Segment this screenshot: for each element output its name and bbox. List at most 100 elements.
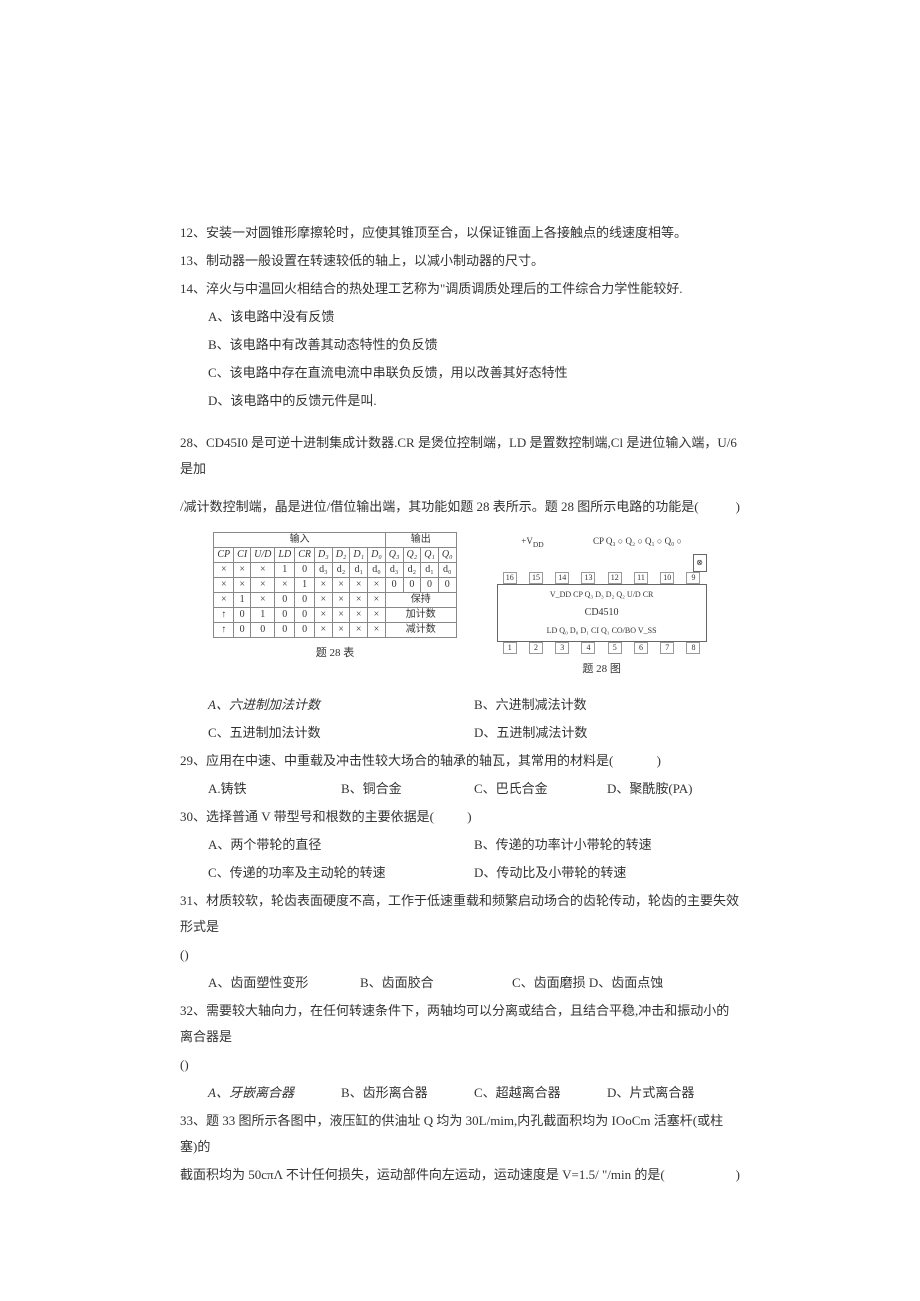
r2c1: 1 <box>234 593 251 608</box>
r1c8: × <box>368 578 386 593</box>
q28-circuit: +VDD CP Q₃ ○ Q₂ ○ Q₁ ○ Q₀ ○ ⊗ 16 15 14 1… <box>497 532 707 680</box>
r1c12: 0 <box>438 578 456 593</box>
r2c8: × <box>368 593 386 608</box>
r4c0: ↑ <box>214 623 234 638</box>
r3c7: × <box>350 608 368 623</box>
q30-opt-d: D、传动比及小带轮的转速 <box>474 860 740 886</box>
q31-text: 31、材质较软，轮齿表面硬度不高，工作于低速重载和频繁启动场合的齿轮传动，轮齿的… <box>180 888 740 940</box>
q30-text: 30、选择普通 V 带型号和根数的主要依据是( ) <box>180 804 740 830</box>
r2c9: 保持 <box>385 593 456 608</box>
r4c6: × <box>332 623 350 638</box>
col-d3: D₃ <box>314 548 332 563</box>
q30-opt-c: C、传递的功率及主动轮的转速 <box>208 860 474 886</box>
chip-box: V_DD CP Q₃ D₃ D₂ Q₂ U/D CR CD4510 LD Q₀ … <box>497 584 707 642</box>
q28-table-wrapper: 输入 输出 CP CI U/D LD CR D₃ D₂ D₁ D₀ Q₃ Q₂ … <box>213 532 456 680</box>
r0c10: d₂ <box>403 563 421 578</box>
r4c2: 0 <box>251 623 275 638</box>
bot-pins: 1 2 3 4 5 6 7 8 <box>497 642 707 654</box>
r1c2: × <box>251 578 275 593</box>
r4c5: × <box>314 623 332 638</box>
q31-cont: () <box>180 942 740 968</box>
col-ud: U/D <box>251 548 275 563</box>
r1c9: 0 <box>385 578 403 593</box>
r1c7: × <box>350 578 368 593</box>
r4c4: 0 <box>295 623 315 638</box>
pin6: 6 <box>634 642 648 654</box>
r0c1: × <box>234 563 251 578</box>
r2c3: 0 <box>275 593 295 608</box>
q30-paren: ) <box>467 809 471 824</box>
col-cr: CR <box>295 548 315 563</box>
r0c2: × <box>251 563 275 578</box>
q30-opt-a: A、两个带轮的直径 <box>208 832 474 858</box>
r0c9: d₃ <box>385 563 403 578</box>
q28-opt-c: C、五进制加法计数 <box>208 720 474 746</box>
r3c3: 0 <box>275 608 295 623</box>
r2c7: × <box>350 593 368 608</box>
r0c12: d₀ <box>438 563 456 578</box>
r3c4: 0 <box>295 608 315 623</box>
q28-opt-d: D、五进制减法计数 <box>474 720 740 746</box>
pin14: 14 <box>555 572 569 584</box>
r3c9: 加计数 <box>385 608 456 623</box>
pin7: 7 <box>660 642 674 654</box>
r1c1: × <box>234 578 251 593</box>
q13-text: 13、制动器一般设置在转速较低的轴上，以减小制动器的尺寸。 <box>180 248 740 274</box>
q29-opt-c: C、巴氏合金 <box>474 776 607 802</box>
r0c0: × <box>214 563 234 578</box>
pin5: 5 <box>608 642 622 654</box>
q29-text-span: 29、应用在中速、中重载及冲击性较大场合的轴承的轴瓦，其常用的材料是( <box>180 753 613 768</box>
r3c8: × <box>368 608 386 623</box>
q32-opt-d: D、片式离合器 <box>607 1080 740 1106</box>
r3c1: 0 <box>234 608 251 623</box>
q14-opt-a: A、该电路中没有反馈 <box>180 304 740 330</box>
r3c0: ↑ <box>214 608 234 623</box>
q29-opt-b: B、铜合金 <box>341 776 474 802</box>
col-d1: D₁ <box>350 548 368 563</box>
pin12: 12 <box>608 572 622 584</box>
pin4: 4 <box>581 642 595 654</box>
r0c11: d₁ <box>421 563 439 578</box>
r4c1: 0 <box>234 623 251 638</box>
col-d0: D₀ <box>368 548 386 563</box>
q28-line2: /减计数控制端，晶是进位/借位输出端，其功能如题 28 表所示。题 28 图所示… <box>180 494 740 520</box>
q14-opt-b: B、该电路中有改善其动态特性的负反馈 <box>180 332 740 358</box>
q28-opt-a: A、六进制加法计数 <box>208 692 474 718</box>
q14-text: 14、淬火与中温回火相结合的热处理工艺称为"调质调质处理后的工件综合力学性能较好… <box>180 276 740 302</box>
pin11: 11 <box>634 572 648 584</box>
r4c3: 0 <box>275 623 295 638</box>
r4c7: × <box>350 623 368 638</box>
r0c7: d₁ <box>350 563 368 578</box>
pin15: 15 <box>529 572 543 584</box>
q33-line2: 截面积均为 50cπΛ 不计任何损失，运动部件向左运动，运动速度是 V=1.5/… <box>180 1162 740 1188</box>
table-header-output: 输出 <box>385 533 456 548</box>
col-q3: Q₃ <box>385 548 403 563</box>
q30-opt-b: B、传递的功率计小带轮的转速 <box>474 832 740 858</box>
q32-cont: () <box>180 1052 740 1078</box>
r1c0: × <box>214 578 234 593</box>
col-d2: D₂ <box>332 548 350 563</box>
pin3: 3 <box>555 642 569 654</box>
r2c2: × <box>251 593 275 608</box>
r2c4: 0 <box>295 593 315 608</box>
r1c3: × <box>275 578 295 593</box>
q28-paren: ) <box>736 494 740 520</box>
r1c6: × <box>332 578 350 593</box>
q31-opt-b: B、齿面胶合 <box>360 970 512 996</box>
col-q1: Q₁ <box>421 548 439 563</box>
r0c3: 1 <box>275 563 295 578</box>
pin13: 13 <box>581 572 595 584</box>
q32-opt-b: B、齿形离合器 <box>341 1080 474 1106</box>
q29-opt-a: A.铸铁 <box>208 776 341 802</box>
chip-labels-top: V_DD CP Q₃ D₃ D₂ Q₂ U/D CR <box>500 587 704 603</box>
r2c0: × <box>214 593 234 608</box>
circuit-signals-text: CP Q₃ ○ Q₂ ○ Q₁ ○ Q₀ ○ <box>593 532 682 552</box>
q28-line2-text: /减计数控制端，晶是进位/借位输出端，其功能如题 28 表所示。题 28 图所示… <box>180 499 699 514</box>
q33-line2-text: 截面积均为 50cπΛ 不计任何损失，运动部件向左运动，运动速度是 V=1.5/… <box>180 1167 665 1182</box>
q31-opt-a: A、齿面塑性变形 <box>208 970 360 996</box>
chip-labels-bot: LD Q₀ D₀ D₁ CI Q₁ CO/BO V_SS <box>500 623 704 639</box>
q33-paren: ) <box>736 1162 740 1188</box>
r2c5: × <box>314 593 332 608</box>
q29-text: 29、应用在中速、中重载及冲击性较大场合的轴承的轴瓦，其常用的材料是( ) <box>180 748 740 774</box>
r1c10: 0 <box>403 578 421 593</box>
